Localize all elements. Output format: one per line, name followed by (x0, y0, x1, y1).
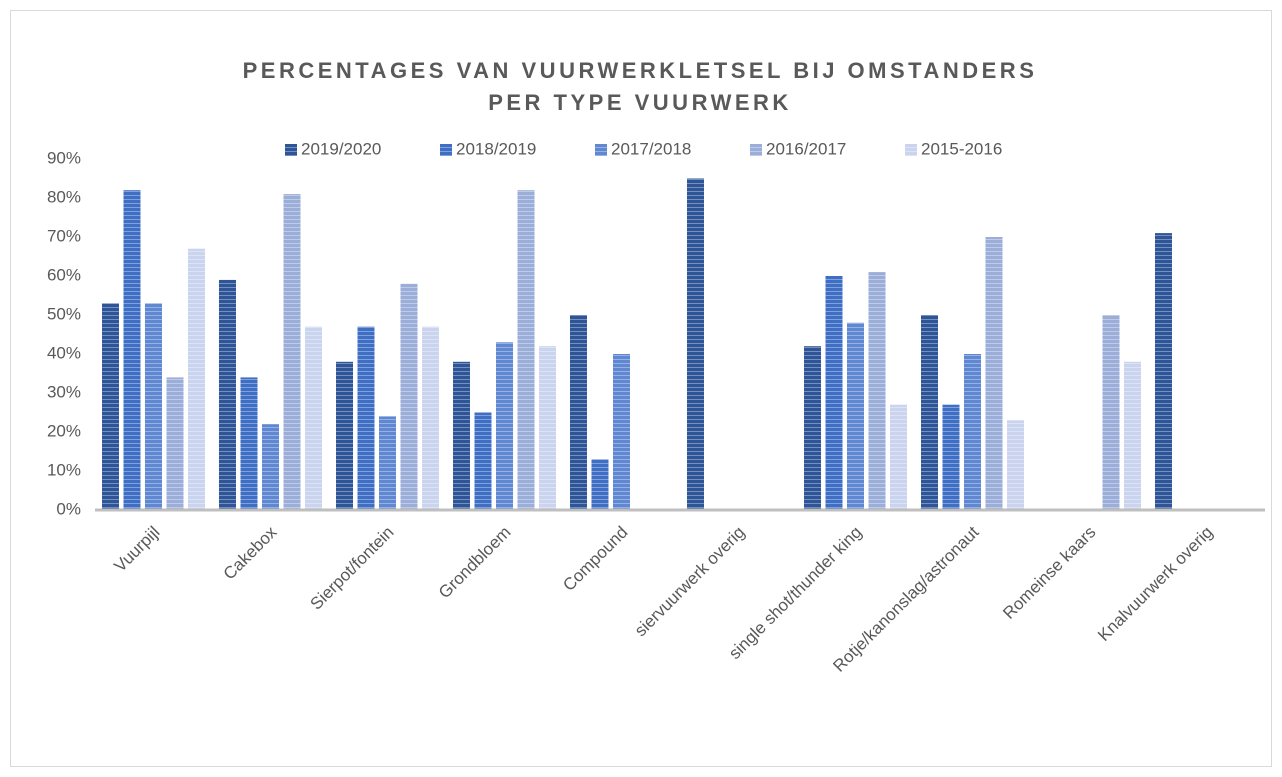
y-tick-label: 60% (47, 265, 81, 284)
bar (687, 178, 704, 510)
bar (1007, 420, 1024, 510)
bar (964, 354, 981, 510)
y-tick-label: 70% (47, 226, 81, 245)
y-tick-label: 20% (47, 421, 81, 440)
bar (336, 361, 353, 510)
bar (985, 237, 1003, 510)
bar (1124, 361, 1141, 510)
bar (570, 315, 587, 510)
y-tick-label: 90% (47, 148, 81, 167)
y-tick-label: 40% (47, 343, 81, 362)
legend-label: 2016/2017 (766, 139, 846, 158)
legend-label: 2015-2016 (921, 139, 1002, 158)
bar (1102, 315, 1120, 510)
chart-title: PERCENTAGES VAN VUURWERKLETSEL BIJ OMSTA… (243, 58, 1038, 83)
bar (166, 377, 184, 510)
bar (474, 412, 492, 510)
y-tick-label: 50% (47, 304, 81, 323)
legend-label: 2018/2019 (456, 139, 536, 158)
bar (283, 194, 301, 510)
chart-title: PER TYPE VUURWERK (488, 90, 792, 115)
bar (219, 279, 236, 510)
bar (145, 303, 162, 510)
bar (1155, 233, 1172, 510)
bar (422, 326, 439, 510)
y-tick-label: 0% (56, 499, 81, 518)
bar (890, 404, 907, 510)
legend-swatch (905, 144, 917, 156)
y-tick-label: 80% (47, 187, 81, 206)
y-tick-label: 30% (47, 382, 81, 401)
bar (357, 326, 375, 510)
legend-swatch (440, 144, 452, 156)
bar (102, 303, 119, 510)
bar (613, 354, 630, 510)
bar (847, 322, 864, 510)
legend-swatch (750, 144, 762, 156)
bar (453, 361, 470, 510)
bar (123, 190, 141, 510)
legend-swatch (285, 144, 297, 156)
bar (496, 342, 513, 510)
bar (942, 404, 960, 510)
bar (825, 276, 843, 510)
bar (400, 283, 418, 510)
legend-label: 2017/2018 (611, 139, 691, 158)
bar (305, 326, 322, 510)
bar (188, 248, 205, 510)
bar (921, 315, 938, 510)
bar (591, 459, 609, 510)
bar (379, 416, 396, 510)
bar (262, 424, 279, 510)
bar (240, 377, 258, 510)
y-tick-label: 10% (47, 460, 81, 479)
bar (804, 346, 821, 510)
legend-label: 2019/2020 (301, 139, 381, 158)
bar (868, 272, 886, 510)
legend-swatch (595, 144, 607, 156)
bar (517, 190, 535, 510)
bar (539, 346, 556, 510)
